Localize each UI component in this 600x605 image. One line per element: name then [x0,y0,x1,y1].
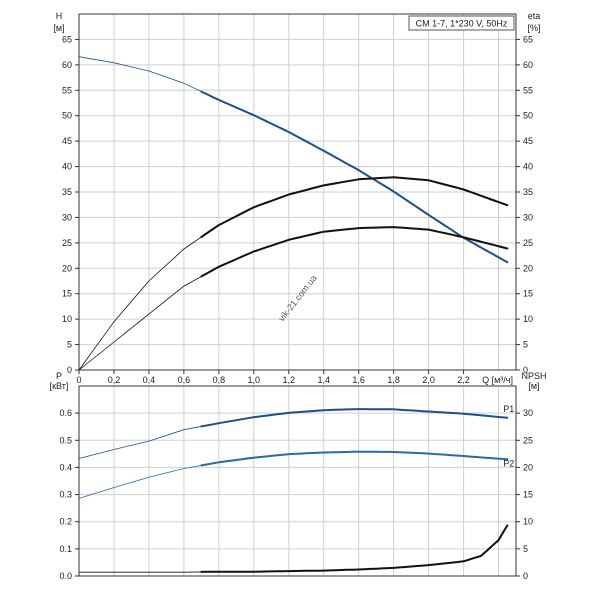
p0-left-tick-label: 30 [62,212,72,222]
p0-left-tick-label: 65 [62,34,72,44]
p1-left-tick-label: 0.4 [59,462,72,472]
p1-series-0-label: P1 [503,404,514,414]
p1-series-1-label: P2 [503,458,514,468]
p0-right-tick-label: 50 [523,111,533,121]
p1-right-axis-unit: [м] [528,381,539,391]
p0-left-tick-label: 0 [67,365,72,375]
p0-right-tick-label: 25 [523,238,533,248]
p1-right-tick-label: 15 [523,490,533,500]
p0-right-tick-label: 0 [523,365,528,375]
p0-right-tick-label: 30 [523,212,533,222]
p0-left-tick-label: 55 [62,85,72,95]
p1-series-0-operating [200,408,509,428]
p0-left-tick-label: 60 [62,60,72,70]
p1-right-tick-label: 5 [523,544,528,554]
p0-left-tick-label: 50 [62,111,72,121]
p1-left-axis-unit: [кВт] [50,381,69,391]
p0-series-0-operating [200,90,509,264]
p0-x-tick-label: 2,2 [457,375,470,385]
p0-right-axis-label: eta [528,11,541,21]
p1-left-tick-label: 0.5 [59,435,72,445]
p0-x-tick-label: 1,2 [283,375,296,385]
p1-right-tick-label: 0 [523,571,528,581]
p0-x-axis-label: Q [м³/ч] [482,375,513,385]
p0-x-tick-label: 1,4 [317,375,330,385]
p1-left-tick-label: 0.1 [59,544,72,554]
p0-right-tick-label: 20 [523,263,533,273]
p0-x-tick-label: 1,6 [352,375,365,385]
p0-x-tick-label: 0 [76,375,81,385]
p0-right-tick-label: 10 [523,314,533,324]
p1-right-axis-label: NPSH [521,371,546,381]
p1-plot-frame [78,385,517,577]
p0-right-tick-label: 60 [523,60,533,70]
p0-x-tick-label: 1,8 [387,375,400,385]
p0-left-tick-label: 40 [62,162,72,172]
p0-series-1-operating [200,176,509,238]
p0-left-tick-label: 15 [62,289,72,299]
p1-left-tick-label: 0.3 [59,490,72,500]
p0-left-axis-unit: [м] [53,23,64,33]
series-layer [78,56,509,573]
p1-left-tick-label: 0.6 [59,408,72,418]
title-box [408,15,515,31]
text-layer: 0510152025303540455055606505101520253035… [50,11,547,581]
p0-right-tick-label: 65 [523,34,533,44]
p0-left-tick-label: 20 [62,263,72,273]
p1-right-tick-label: 10 [523,517,533,527]
p1-right-tick-label: 20 [523,462,533,472]
p0-right-tick-label: 15 [523,289,533,299]
p0-x-tick-label: 0,4 [143,375,156,385]
p0-left-tick-label: 45 [62,136,72,146]
p1-left-axis-label: P [56,371,62,381]
p0-left-tick-label: 25 [62,238,72,248]
p1-right-tick-label: 30 [523,408,533,418]
p1-left-tick-label: 0.0 [59,571,72,581]
p0-right-tick-label: 45 [523,136,533,146]
p0-x-tick-label: 2,0 [422,375,435,385]
p0-x-tick-label: 0,6 [178,375,191,385]
p0-x-tick-label: 0,8 [213,375,226,385]
p1-right-tick-label: 25 [523,435,533,445]
p0-x-tick-label: 1,0 [248,375,261,385]
p1-series-1-operating [200,450,509,467]
p0-left-tick-label: 35 [62,187,72,197]
p0-right-tick-label: 55 [523,85,533,95]
p0-right-tick-label: 40 [523,162,533,172]
p0-right-tick-label: 5 [523,340,528,350]
frame-layer [75,13,520,577]
p0-left-tick-label: 5 [67,340,72,350]
p1-left-tick-label: 0.2 [59,517,72,527]
p0-right-axis-unit: [%] [527,23,540,33]
p0-left-tick-label: 10 [62,314,72,324]
p1-series-2-operating [200,524,509,573]
p0-left-axis-label: H [56,11,63,21]
grid-layer [79,14,516,576]
chart-title: CM 1-7, 1*230 V, 50Hz [416,19,508,29]
p0-right-tick-label: 35 [523,187,533,197]
p0-series-2-operating [200,226,509,278]
p0-x-tick-label: 0,2 [108,375,121,385]
